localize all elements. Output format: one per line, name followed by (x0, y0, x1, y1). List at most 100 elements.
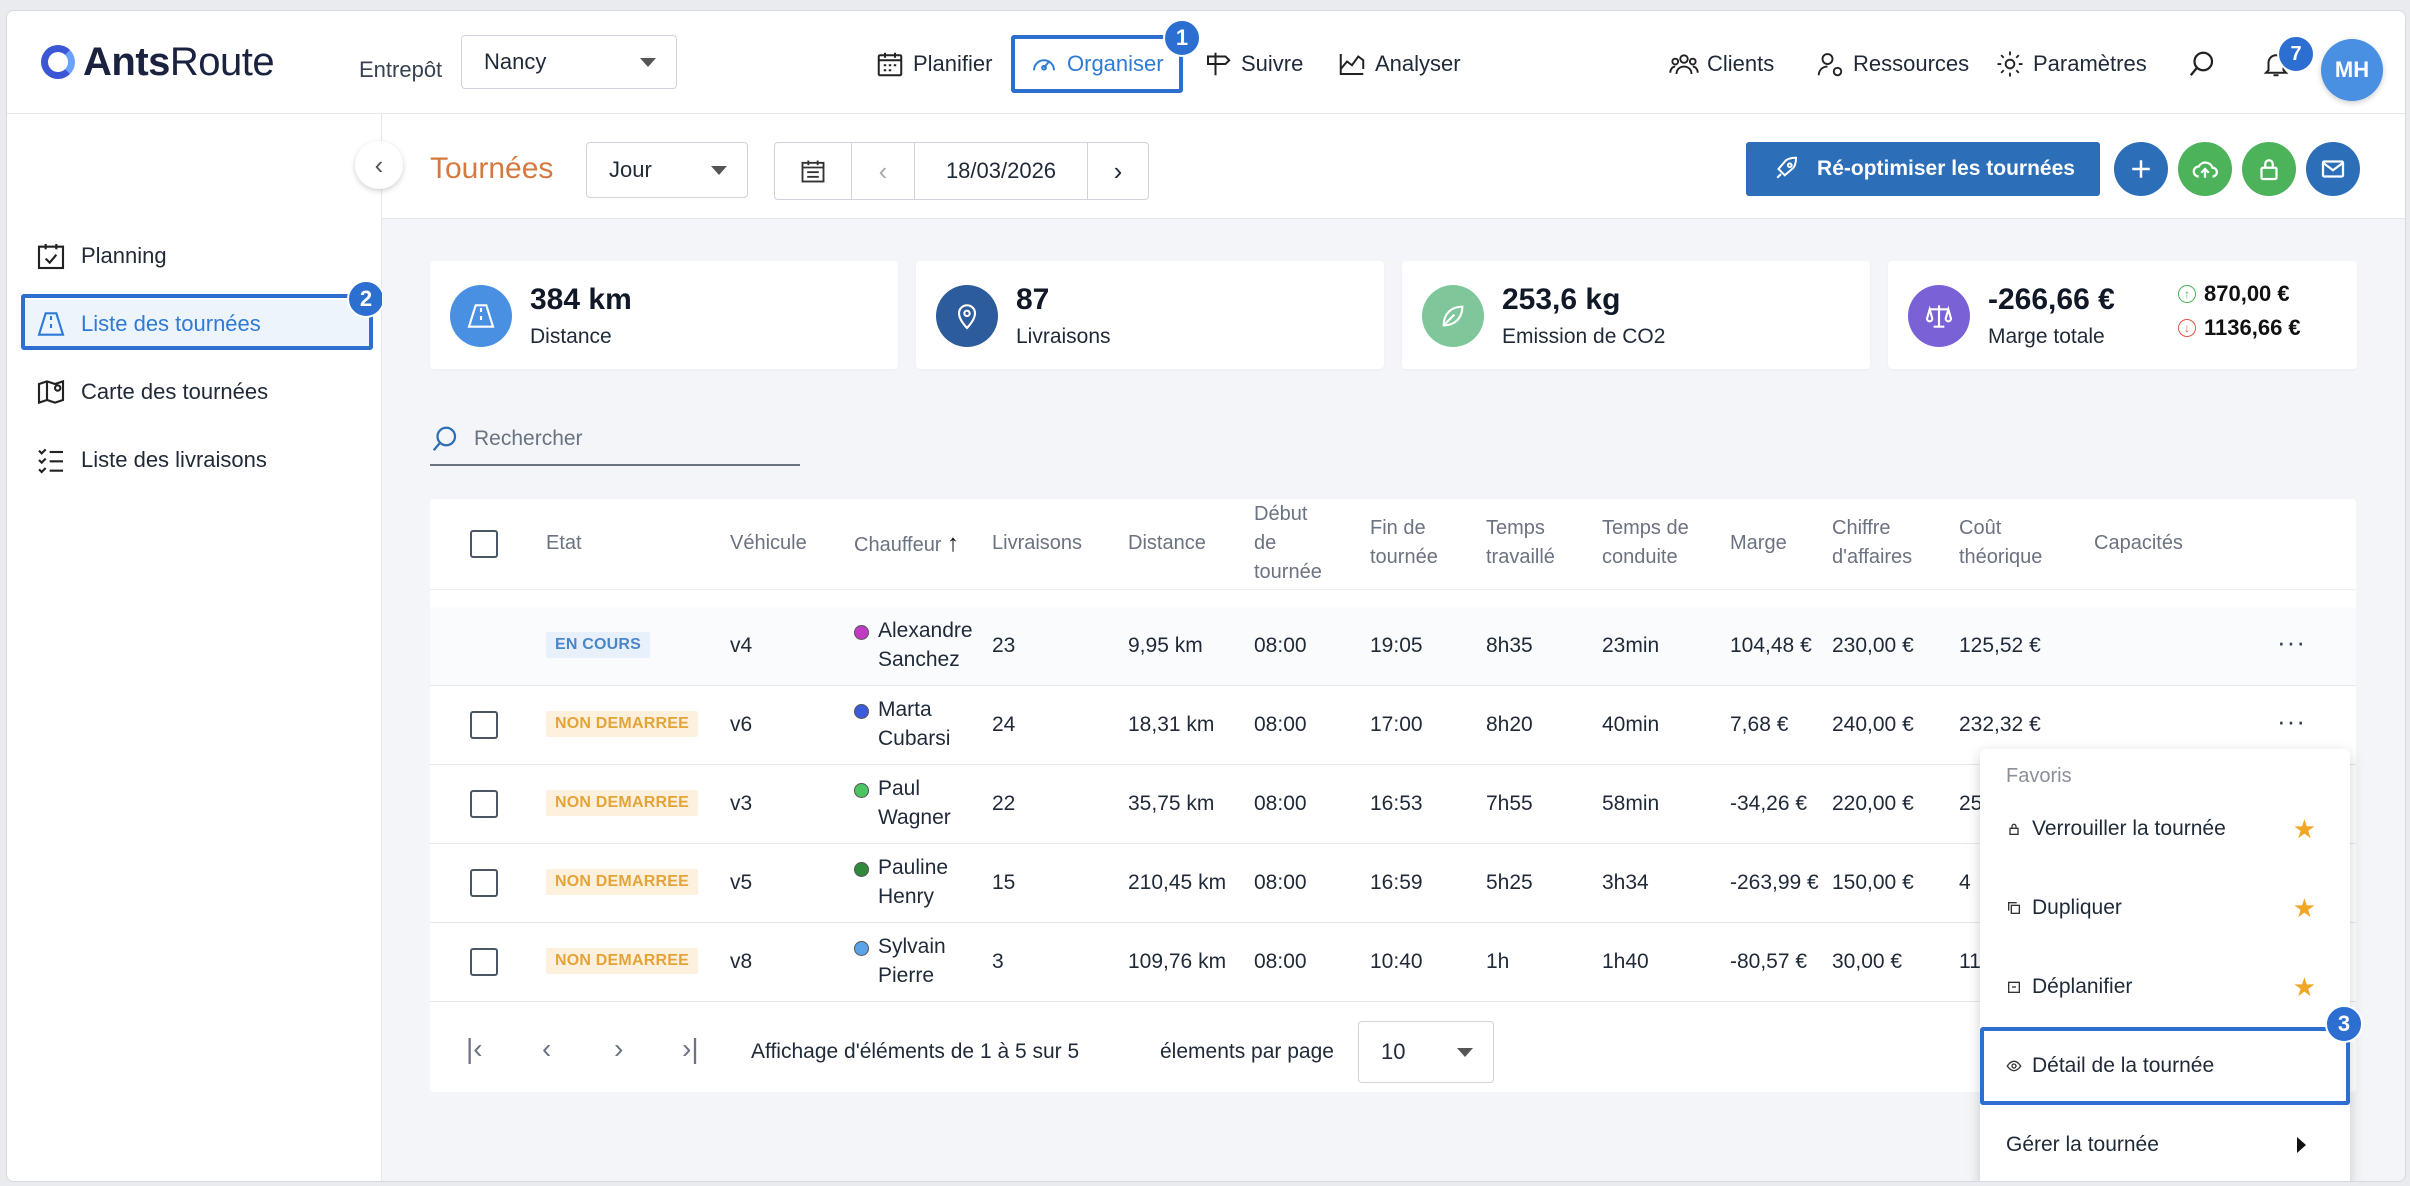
row-more-icon[interactable]: ··· (2277, 706, 2306, 736)
chevron-right-icon: › (1113, 155, 1123, 186)
table-row[interactable]: NON DEMARREE v6 Marta Cubarsi 24 18,31 km… (430, 686, 2356, 765)
sidebar-item-label: Liste des livraisons (81, 447, 267, 472)
kpi-deliveries: 87 Livraisons (916, 261, 1384, 369)
chart-icon (1339, 54, 1365, 75)
calendar-check-icon (37, 244, 65, 270)
avatar[interactable]: MH (2321, 39, 2383, 101)
next-day-button[interactable]: › (1088, 143, 1148, 199)
col-marge[interactable]: Marge (1730, 532, 1787, 554)
nav-clients[interactable]: Clients (1669, 41, 1774, 87)
col-fin-de-tournee[interactable]: Fin de tournée (1370, 517, 1438, 568)
end-time: 19:05 (1370, 634, 1423, 657)
email-button[interactable] (2306, 142, 2360, 196)
menu-item-detail-tournee[interactable]: Détail de la tournée (2006, 1038, 2326, 1094)
kpi-margin-value: -266,66 € (1988, 283, 2115, 316)
row-more-icon[interactable]: ··· (2277, 627, 2306, 657)
col-chauffeur[interactable]: Chauffeur ↑ (854, 530, 960, 557)
drive-time: 40min (1602, 713, 1660, 736)
row-checkbox[interactable] (470, 948, 498, 976)
reoptimize-button[interactable]: Ré-optimiser les tournées (1746, 142, 2100, 196)
lock-icon (2009, 823, 2019, 835)
search-icon (432, 426, 457, 451)
lock-button[interactable] (2242, 142, 2296, 196)
col-temps-de-conduite[interactable]: Temps de conduite (1602, 517, 1689, 568)
previous-page-button[interactable]: ‹ (542, 1033, 551, 1065)
col-debut-de-tournee[interactable]: Début de tournée (1254, 503, 1322, 583)
kpi-margin: -266,66 € Marge totale ↑ 870,00 € ↓ 1136… (1888, 261, 2357, 369)
nav-label: Clients (1707, 51, 1775, 76)
nav-suivre[interactable]: Suivre (1203, 41, 1303, 87)
next-page-button[interactable]: › (614, 1033, 623, 1065)
table-row[interactable]: EN COURS v4 Alexandre Sanchez 23 9,95 km … (430, 607, 2356, 686)
first-page-icon: |‹ (466, 1033, 483, 1064)
distance: 210,45 km (1128, 871, 1227, 894)
upload-button[interactable] (2178, 142, 2232, 196)
sidebar-item-carte-des-tournees[interactable]: Carte des tournées (35, 368, 268, 416)
col-distance[interactable]: Distance (1128, 532, 1206, 554)
driver: Sylvain Pierre (854, 932, 946, 990)
cost: 11 (1959, 950, 1981, 973)
menu-item-gerer-tournee[interactable]: Gérer la tournée (2006, 1117, 2326, 1173)
first-page-button[interactable]: |‹ (466, 1033, 483, 1065)
period-select[interactable]: Jour (586, 142, 748, 198)
sidebar-item-liste-des-tournees[interactable]: Liste des tournées (23, 300, 369, 348)
nav-organiser[interactable]: Organiser (1029, 41, 1164, 87)
last-page-button[interactable]: ›| (682, 1033, 699, 1065)
antsroute-logo[interactable]: AntsRoute (41, 37, 275, 87)
col-livraisons[interactable]: Livraisons (992, 532, 1083, 554)
calendar-picker-button[interactable] (775, 143, 852, 199)
menu-item-dupliquer[interactable]: Dupliquer ★ (2006, 880, 2326, 936)
end-time: 17:00 (1370, 713, 1423, 736)
highlight-organiser (1011, 35, 1183, 93)
arrow-up-circle-icon: ↑ (2178, 285, 2196, 303)
sidebar-item-planning[interactable]: Planning (35, 232, 167, 280)
search-button[interactable] (2187, 41, 2217, 87)
search-input[interactable]: Rechercher (430, 414, 800, 466)
col-capacites[interactable]: Capacités (2094, 532, 2183, 554)
col-etat[interactable]: Etat (546, 532, 582, 554)
warehouse-select[interactable]: Nancy (461, 35, 677, 89)
status-badge: NON DEMARREE (546, 790, 698, 816)
col-temps-travaille[interactable]: Temps travaillé (1486, 517, 1555, 568)
distance: 109,76 km (1128, 950, 1227, 973)
select-all-checkbox[interactable] (470, 530, 498, 558)
vehicle: v8 (730, 950, 753, 973)
add-button[interactable] (2114, 142, 2168, 196)
collapse-sidebar-button[interactable]: ‹ (355, 141, 403, 189)
row-checkbox[interactable] (470, 790, 498, 818)
table-row[interactable]: NON DEMARREE v8 Sylvain Pierre 3 109,76 k… (430, 923, 2356, 1002)
work-time: 7h55 (1486, 792, 1533, 815)
row-checkbox[interactable] (470, 869, 498, 897)
app-window: AntsRoute Entrepôt Nancy Planifier Organ… (6, 10, 2406, 1182)
map-pin-icon (37, 379, 65, 405)
star-icon[interactable]: ★ (2292, 971, 2316, 1002)
star-icon[interactable]: ★ (2292, 813, 2316, 844)
rocket-icon (1776, 156, 1798, 179)
cost: 4 (1959, 871, 1971, 894)
revenue: 230,00 € (1832, 634, 1914, 657)
table-row[interactable]: NON DEMARREE v3 Paul Wagner 22 35,75 km 0… (430, 765, 2356, 844)
date-display[interactable]: 18/03/2026 (915, 143, 1088, 199)
nav-parametres[interactable]: Paramètres (1995, 41, 2147, 87)
table-row[interactable]: NON DEMARREE v5 Pauline Henry 15 210,45 k… (430, 844, 2356, 923)
lock-icon (2260, 159, 2278, 181)
eye-icon (2006, 1060, 2022, 1072)
driver-color-dot (854, 783, 869, 798)
per-page-select[interactable]: 10 (1358, 1021, 1494, 1083)
col-chiffre-affaires[interactable]: Chiffre d'affaires (1832, 517, 1913, 568)
menu-item-verrouiller[interactable]: Verrouiller la tournée ★ (2006, 801, 2326, 857)
nav-analyser[interactable]: Analyser (1337, 41, 1461, 87)
sidebar-item-liste-des-livraisons[interactable]: Liste des livraisons (35, 436, 267, 484)
previous-day-button[interactable]: ‹ (852, 143, 915, 199)
start-time: 08:00 (1254, 871, 1307, 894)
col-vehicule[interactable]: Véhicule (730, 532, 807, 554)
col-cout-theorique[interactable]: Coût théorique (1959, 517, 2043, 568)
nav-planifier[interactable]: Planifier (875, 41, 992, 87)
menu-item-deplanifier[interactable]: Déplanifier ★ (2006, 959, 2326, 1015)
nav-label: Organiser (1067, 51, 1164, 76)
star-icon[interactable]: ★ (2292, 892, 2316, 923)
row-checkbox[interactable] (470, 711, 498, 739)
nav-ressources[interactable]: Ressources (1815, 41, 1969, 87)
status-badge: NON DEMARREE (546, 711, 698, 737)
road-icon (450, 285, 512, 347)
